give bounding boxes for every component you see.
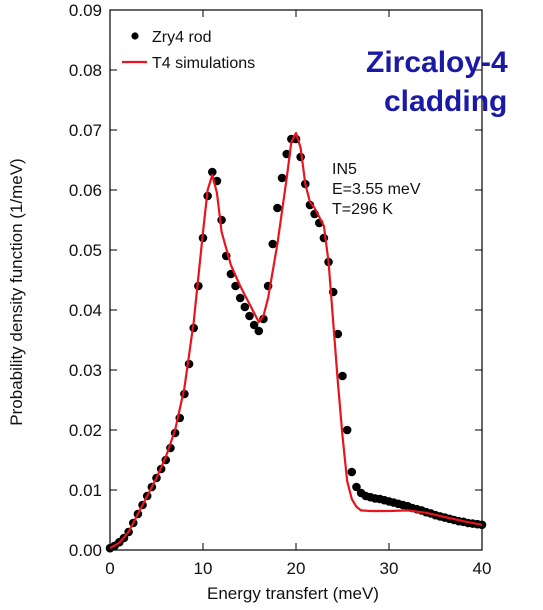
annotation-title-line-1: Zircaloy-4 xyxy=(366,46,508,79)
data-point xyxy=(231,281,240,291)
data-point xyxy=(268,239,278,249)
x-tick-label: 0 xyxy=(105,559,114,578)
legend-marker-zry4-rod xyxy=(131,32,139,40)
legend: Zry4 rod T4 simulations xyxy=(122,29,255,72)
data-point xyxy=(208,167,217,177)
legend-label-zry4-rod: Zry4 rod xyxy=(152,29,212,46)
x-tick-label: 20 xyxy=(287,559,306,578)
x-tick-label: 10 xyxy=(194,559,213,578)
y-tick-label: 0.01 xyxy=(69,481,102,500)
data-point xyxy=(245,311,254,321)
data-point xyxy=(254,326,264,336)
data-point xyxy=(333,329,343,339)
condition-instrument: IN5 xyxy=(332,161,357,178)
data-point xyxy=(249,320,259,330)
data-point xyxy=(259,314,268,324)
condition-energy: E=3.55 meV xyxy=(332,181,421,198)
condition-temperature: T=296 K xyxy=(332,201,393,218)
data-point xyxy=(305,200,315,210)
y-tick-label: 0.02 xyxy=(69,421,102,440)
y-tick-label: 0.04 xyxy=(69,301,102,320)
conditions-annotation: IN5 E=3.55 meV T=296 K xyxy=(332,161,421,218)
series-layer xyxy=(105,131,487,553)
data-point xyxy=(352,482,361,492)
y-tick-label: 0.05 xyxy=(69,241,102,260)
data-point xyxy=(347,467,357,477)
data-point xyxy=(277,173,287,183)
material-annotation: Zircaloy-4 cladding xyxy=(366,46,508,118)
y-axis-title: Probability density function (1/meV) xyxy=(7,158,26,425)
y-tick-label: 0.08 xyxy=(69,61,102,80)
data-point xyxy=(240,302,250,312)
data-point xyxy=(338,371,347,381)
x-tick-label: 30 xyxy=(380,559,399,578)
y-axis: 0.00 0.01 0.02 0.03 0.04 0.05 0.06 0.07 0.08 0.09 xyxy=(69,1,482,560)
y-tick-label: 0.00 xyxy=(69,541,102,560)
series-line-t4-simulations xyxy=(109,131,483,550)
y-tick-label: 0.09 xyxy=(69,1,102,20)
x-tick-label: 40 xyxy=(473,559,492,578)
annotation-title-line-2: cladding xyxy=(384,85,507,118)
data-point xyxy=(235,293,245,303)
y-tick-label: 0.06 xyxy=(69,181,102,200)
data-point xyxy=(273,203,282,213)
x-axis-title: Energy transfert (meV) xyxy=(207,584,379,603)
series-zry4-rod xyxy=(105,134,487,553)
data-point xyxy=(342,425,352,435)
y-tick-label: 0.03 xyxy=(69,361,102,380)
y-tick-label: 0.07 xyxy=(69,121,102,140)
legend-label-t4-simulations: T4 simulations xyxy=(152,55,255,72)
